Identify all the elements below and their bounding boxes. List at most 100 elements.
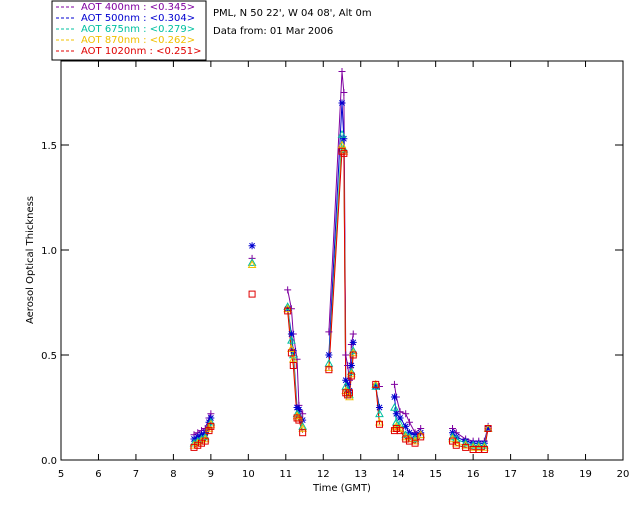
data-point-1 <box>284 305 292 313</box>
data-point-1 <box>347 362 355 369</box>
data-point-2 <box>375 409 384 418</box>
data-point-4 <box>452 441 460 449</box>
data-point-4 <box>340 149 348 157</box>
data-point-3 <box>324 363 334 371</box>
data-point-3 <box>347 369 356 378</box>
data-point-1 <box>325 351 333 359</box>
x-tick-label: 18 <box>542 469 555 480</box>
data-point-3 <box>410 436 420 445</box>
data-point-4 <box>325 366 333 374</box>
data-point-2 <box>480 440 489 449</box>
data-point-3 <box>451 438 461 447</box>
data-point-4 <box>344 391 352 399</box>
x-tick-label: 17 <box>504 469 517 480</box>
data-point-2 <box>347 367 356 376</box>
data-point-2 <box>448 432 457 441</box>
data-point-4 <box>201 437 209 445</box>
x-tick-label: 7 <box>133 469 139 480</box>
data-point-3 <box>480 442 489 451</box>
data-point-1 <box>248 242 256 250</box>
data-point-2 <box>339 144 349 153</box>
data-point-1 <box>344 380 352 388</box>
data-point-3 <box>405 434 414 443</box>
data-point-4 <box>396 427 404 435</box>
x-axis-label: Time (GMT) <box>312 483 371 494</box>
data-point-3 <box>468 442 478 451</box>
data-point-4 <box>198 439 205 447</box>
data-point-2 <box>283 302 293 310</box>
data-point-2 <box>461 438 470 447</box>
data-point-3 <box>416 430 426 439</box>
data-point-4 <box>284 307 292 315</box>
data-point-3 <box>474 442 484 451</box>
x-tick-label: 14 <box>392 469 405 480</box>
legend-label-0: AOT 400nm : <0.345> <box>81 2 195 13</box>
data-point-4 <box>194 441 202 449</box>
data-point-2 <box>401 430 411 439</box>
data-point-4 <box>289 362 297 369</box>
legend-frame <box>51 0 207 61</box>
data-point-1 <box>340 135 348 143</box>
data-point-3 <box>448 434 457 443</box>
x-tick-label: 13 <box>354 469 367 480</box>
data-point-3 <box>401 432 411 441</box>
x-tick-label: 10 <box>242 469 255 480</box>
data-point-0 <box>405 418 413 426</box>
data-point-2 <box>468 440 478 449</box>
series-line-4 <box>452 428 489 450</box>
data-point-4 <box>392 425 400 432</box>
x-tick-label: 12 <box>317 469 330 480</box>
data-point-3 <box>345 392 354 401</box>
data-point-4 <box>248 290 256 298</box>
data-point-4 <box>287 349 295 357</box>
x-tick-label: 6 <box>95 469 101 480</box>
data-point-2 <box>410 434 420 443</box>
data-point-3 <box>348 348 358 357</box>
series-line-4 <box>375 384 380 425</box>
data-point-4 <box>190 443 198 451</box>
data-point-3 <box>395 423 405 432</box>
location-info: PML, N 50 22', W 04 08', Alt 0m <box>213 8 372 19</box>
data-point-0 <box>338 68 346 75</box>
x-tick-label: 5 <box>58 469 64 480</box>
data-point-3 <box>283 304 293 313</box>
data-point-1 <box>295 406 303 414</box>
data-point-1 <box>390 393 398 401</box>
data-point-4 <box>484 425 492 432</box>
data-point-3 <box>200 434 210 443</box>
data-point-2 <box>200 432 210 441</box>
data-point-4 <box>449 437 457 445</box>
x-tick-label: 11 <box>279 469 292 480</box>
data-point-3 <box>204 423 214 432</box>
data-point-1 <box>417 429 425 437</box>
data-point-4 <box>411 439 419 447</box>
data-point-4 <box>417 433 425 441</box>
data-point-3 <box>375 417 384 426</box>
data-point-4 <box>462 443 470 451</box>
data-point-2 <box>288 350 298 359</box>
data-point-4 <box>293 414 301 422</box>
data-point-4 <box>205 427 213 435</box>
legend: AOT 400nm : <0.345>AOT 500nm : <0.304>AO… <box>51 0 207 61</box>
legend-label-2: AOT 675nm : <0.279> <box>81 24 195 35</box>
data-point-1 <box>392 410 400 418</box>
data-point-3 <box>189 440 199 449</box>
data-point-3 <box>461 440 470 449</box>
data-point-2 <box>247 258 257 266</box>
data-point-0 <box>390 380 398 388</box>
data-point-2 <box>337 129 347 138</box>
data-point-1 <box>287 330 295 338</box>
data-point-4 <box>372 380 380 388</box>
x-tick-label: 8 <box>170 469 176 480</box>
series-line-4 <box>328 150 354 396</box>
data-point-1 <box>396 414 404 422</box>
legend-label-1: AOT 500nm : <0.304> <box>81 13 195 24</box>
y-axis-label: Aerosol Optical Thickness <box>25 196 36 324</box>
data-point-3 <box>298 423 308 432</box>
data-point-1 <box>484 425 492 432</box>
data-point-4 <box>480 446 488 453</box>
plot-frame <box>60 60 624 461</box>
data-point-3 <box>193 438 203 447</box>
data-point-3 <box>197 436 206 445</box>
